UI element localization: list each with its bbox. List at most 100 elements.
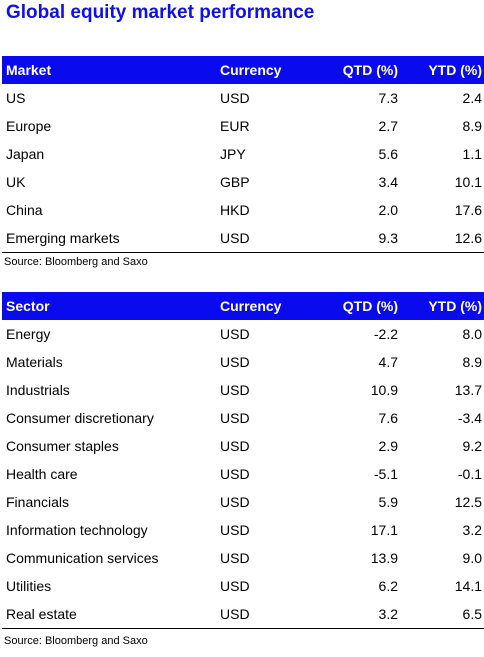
qtd-cell: 2.0 [378, 202, 398, 218]
qtd-cell: -5.1 [373, 466, 398, 482]
table-row: US USD 7.3 2.4 [2, 84, 484, 112]
column-header-currency: Currency [220, 292, 320, 320]
row-label: Consumer discretionary [6, 410, 154, 426]
ytd-cell: 9.2 [462, 438, 482, 454]
currency-cell: GBP [220, 174, 250, 190]
ytd-cell: 17.6 [454, 202, 482, 218]
table-row: Real estate USD 3.2 6.5 [2, 600, 484, 629]
qtd-cell: 17.1 [370, 522, 398, 538]
row-label: Emerging markets [2, 224, 220, 253]
ytd-cell: 3.2 [462, 522, 482, 538]
qtd-cell: 2.7 [378, 118, 398, 134]
column-header-sector: Sector [2, 292, 220, 320]
column-header-qtd: QTD (%) [320, 56, 398, 84]
table-row: Materials USD 4.7 8.9 [2, 348, 484, 376]
ytd-cell: 12.6 [398, 224, 484, 253]
qtd-cell: 5.9 [378, 494, 398, 510]
ytd-cell: 10.1 [454, 174, 482, 190]
table-row: Information technology USD 17.1 3.2 [2, 516, 484, 544]
currency-cell: USD [220, 578, 250, 594]
sector-performance-table: Sector Currency QTD (%) YTD (%) Energy US… [2, 292, 484, 629]
ytd-cell: -0.1 [457, 466, 482, 482]
table-row: Financials USD 5.9 12.5 [2, 488, 484, 516]
currency-cell: USD [220, 382, 250, 398]
market-table-source: Source: Bloomberg and Saxo [4, 256, 148, 268]
sector-table-source: Source: Bloomberg and Saxo [4, 635, 148, 647]
column-header-ytd: YTD (%) [398, 56, 484, 84]
qtd-cell: 13.9 [370, 550, 398, 566]
currency-cell: USD [220, 326, 250, 342]
ytd-cell: -3.4 [457, 410, 482, 426]
row-label: Communication services [6, 550, 159, 566]
qtd-cell: 4.7 [378, 354, 398, 370]
table-row: Consumer discretionary USD 7.6 -3.4 [2, 404, 484, 432]
table-row: Industrials USD 10.9 13.7 [2, 376, 484, 404]
qtd-cell: 3.2 [320, 600, 398, 629]
table-row: Europe EUR 2.7 8.9 [2, 112, 484, 140]
currency-cell: EUR [220, 118, 250, 134]
qtd-cell: 5.6 [378, 146, 398, 162]
currency-cell: USD [220, 600, 320, 629]
qtd-cell: 2.9 [378, 438, 398, 454]
row-label: Real estate [2, 600, 220, 629]
currency-cell: JPY [220, 146, 246, 162]
qtd-cell: 7.3 [378, 90, 398, 106]
row-label: Japan [6, 146, 45, 162]
sector-table-body: Energy USD -2.2 8.0 Materials USD 4.7 8.9 Indust… [2, 320, 484, 629]
ytd-cell: 13.7 [454, 382, 482, 398]
currency-cell: USD [220, 466, 250, 482]
row-label: Financials [6, 494, 70, 510]
qtd-cell: 10.9 [370, 382, 398, 398]
row-label: Information technology [6, 522, 148, 538]
ytd-cell: 2.4 [462, 90, 482, 106]
table-row: UK GBP 3.4 10.1 [2, 168, 484, 196]
currency-cell: USD [220, 354, 250, 370]
row-label: Health care [6, 466, 78, 482]
ytd-cell: 14.1 [454, 578, 482, 594]
currency-cell: USD [220, 550, 250, 566]
currency-cell: USD [220, 224, 320, 253]
row-label: UK [6, 174, 26, 190]
qtd-cell: 9.3 [320, 224, 398, 253]
table-row: Consumer staples USD 2.9 9.2 [2, 432, 484, 460]
currency-cell: USD [220, 410, 250, 426]
row-label: Consumer staples [6, 438, 119, 454]
ytd-cell: 6.5 [398, 600, 484, 629]
ytd-cell: 8.9 [462, 354, 482, 370]
currency-cell: USD [220, 90, 250, 106]
table-row: China HKD 2.0 17.6 [2, 196, 484, 224]
table-row: Emerging markets USD 9.3 12.6 [2, 224, 484, 253]
ytd-cell: 1.1 [462, 146, 482, 162]
currency-cell: USD [220, 494, 250, 510]
currency-cell: USD [220, 522, 250, 538]
qtd-cell: 7.6 [378, 410, 398, 426]
row-label: Utilities [6, 578, 52, 594]
column-header-qtd: QTD (%) [320, 292, 398, 320]
market-table-body: US USD 7.3 2.4 Europe EUR 2.7 8.9 Japan JPY 5.6 1.1… [2, 84, 484, 253]
row-label: Europe [6, 118, 52, 134]
ytd-cell: 8.0 [462, 326, 482, 342]
row-label: Energy [6, 326, 51, 342]
currency-cell: HKD [220, 202, 250, 218]
table-header-row: Sector Currency QTD (%) YTD (%) [2, 292, 484, 320]
table-row: Energy USD -2.2 8.0 [2, 320, 484, 348]
qtd-cell: 3.4 [378, 174, 398, 190]
column-header-currency: Currency [220, 56, 320, 84]
qtd-cell: 6.2 [378, 578, 398, 594]
qtd-cell: -2.2 [373, 326, 398, 342]
ytd-cell: 12.5 [454, 494, 482, 510]
ytd-cell: 9.0 [462, 550, 482, 566]
row-label: China [6, 202, 43, 218]
row-label: US [6, 90, 26, 106]
table-header-row: Market Currency QTD (%) YTD (%) [2, 56, 484, 84]
column-header-market: Market [2, 56, 220, 84]
column-header-ytd: YTD (%) [398, 292, 484, 320]
table-row: Communication services USD 13.9 9.0 [2, 544, 484, 572]
table-row: Utilities USD 6.2 14.1 [2, 572, 484, 600]
row-label: Industrials [6, 382, 70, 398]
table-row: Japan JPY 5.6 1.1 [2, 140, 484, 168]
page-title: Global equity market performance [6, 2, 315, 23]
market-performance-table: Market Currency QTD (%) YTD (%) US USD 7.3… [2, 56, 484, 253]
row-label: Materials [6, 354, 63, 370]
table-row: Health care USD -5.1 -0.1 [2, 460, 484, 488]
